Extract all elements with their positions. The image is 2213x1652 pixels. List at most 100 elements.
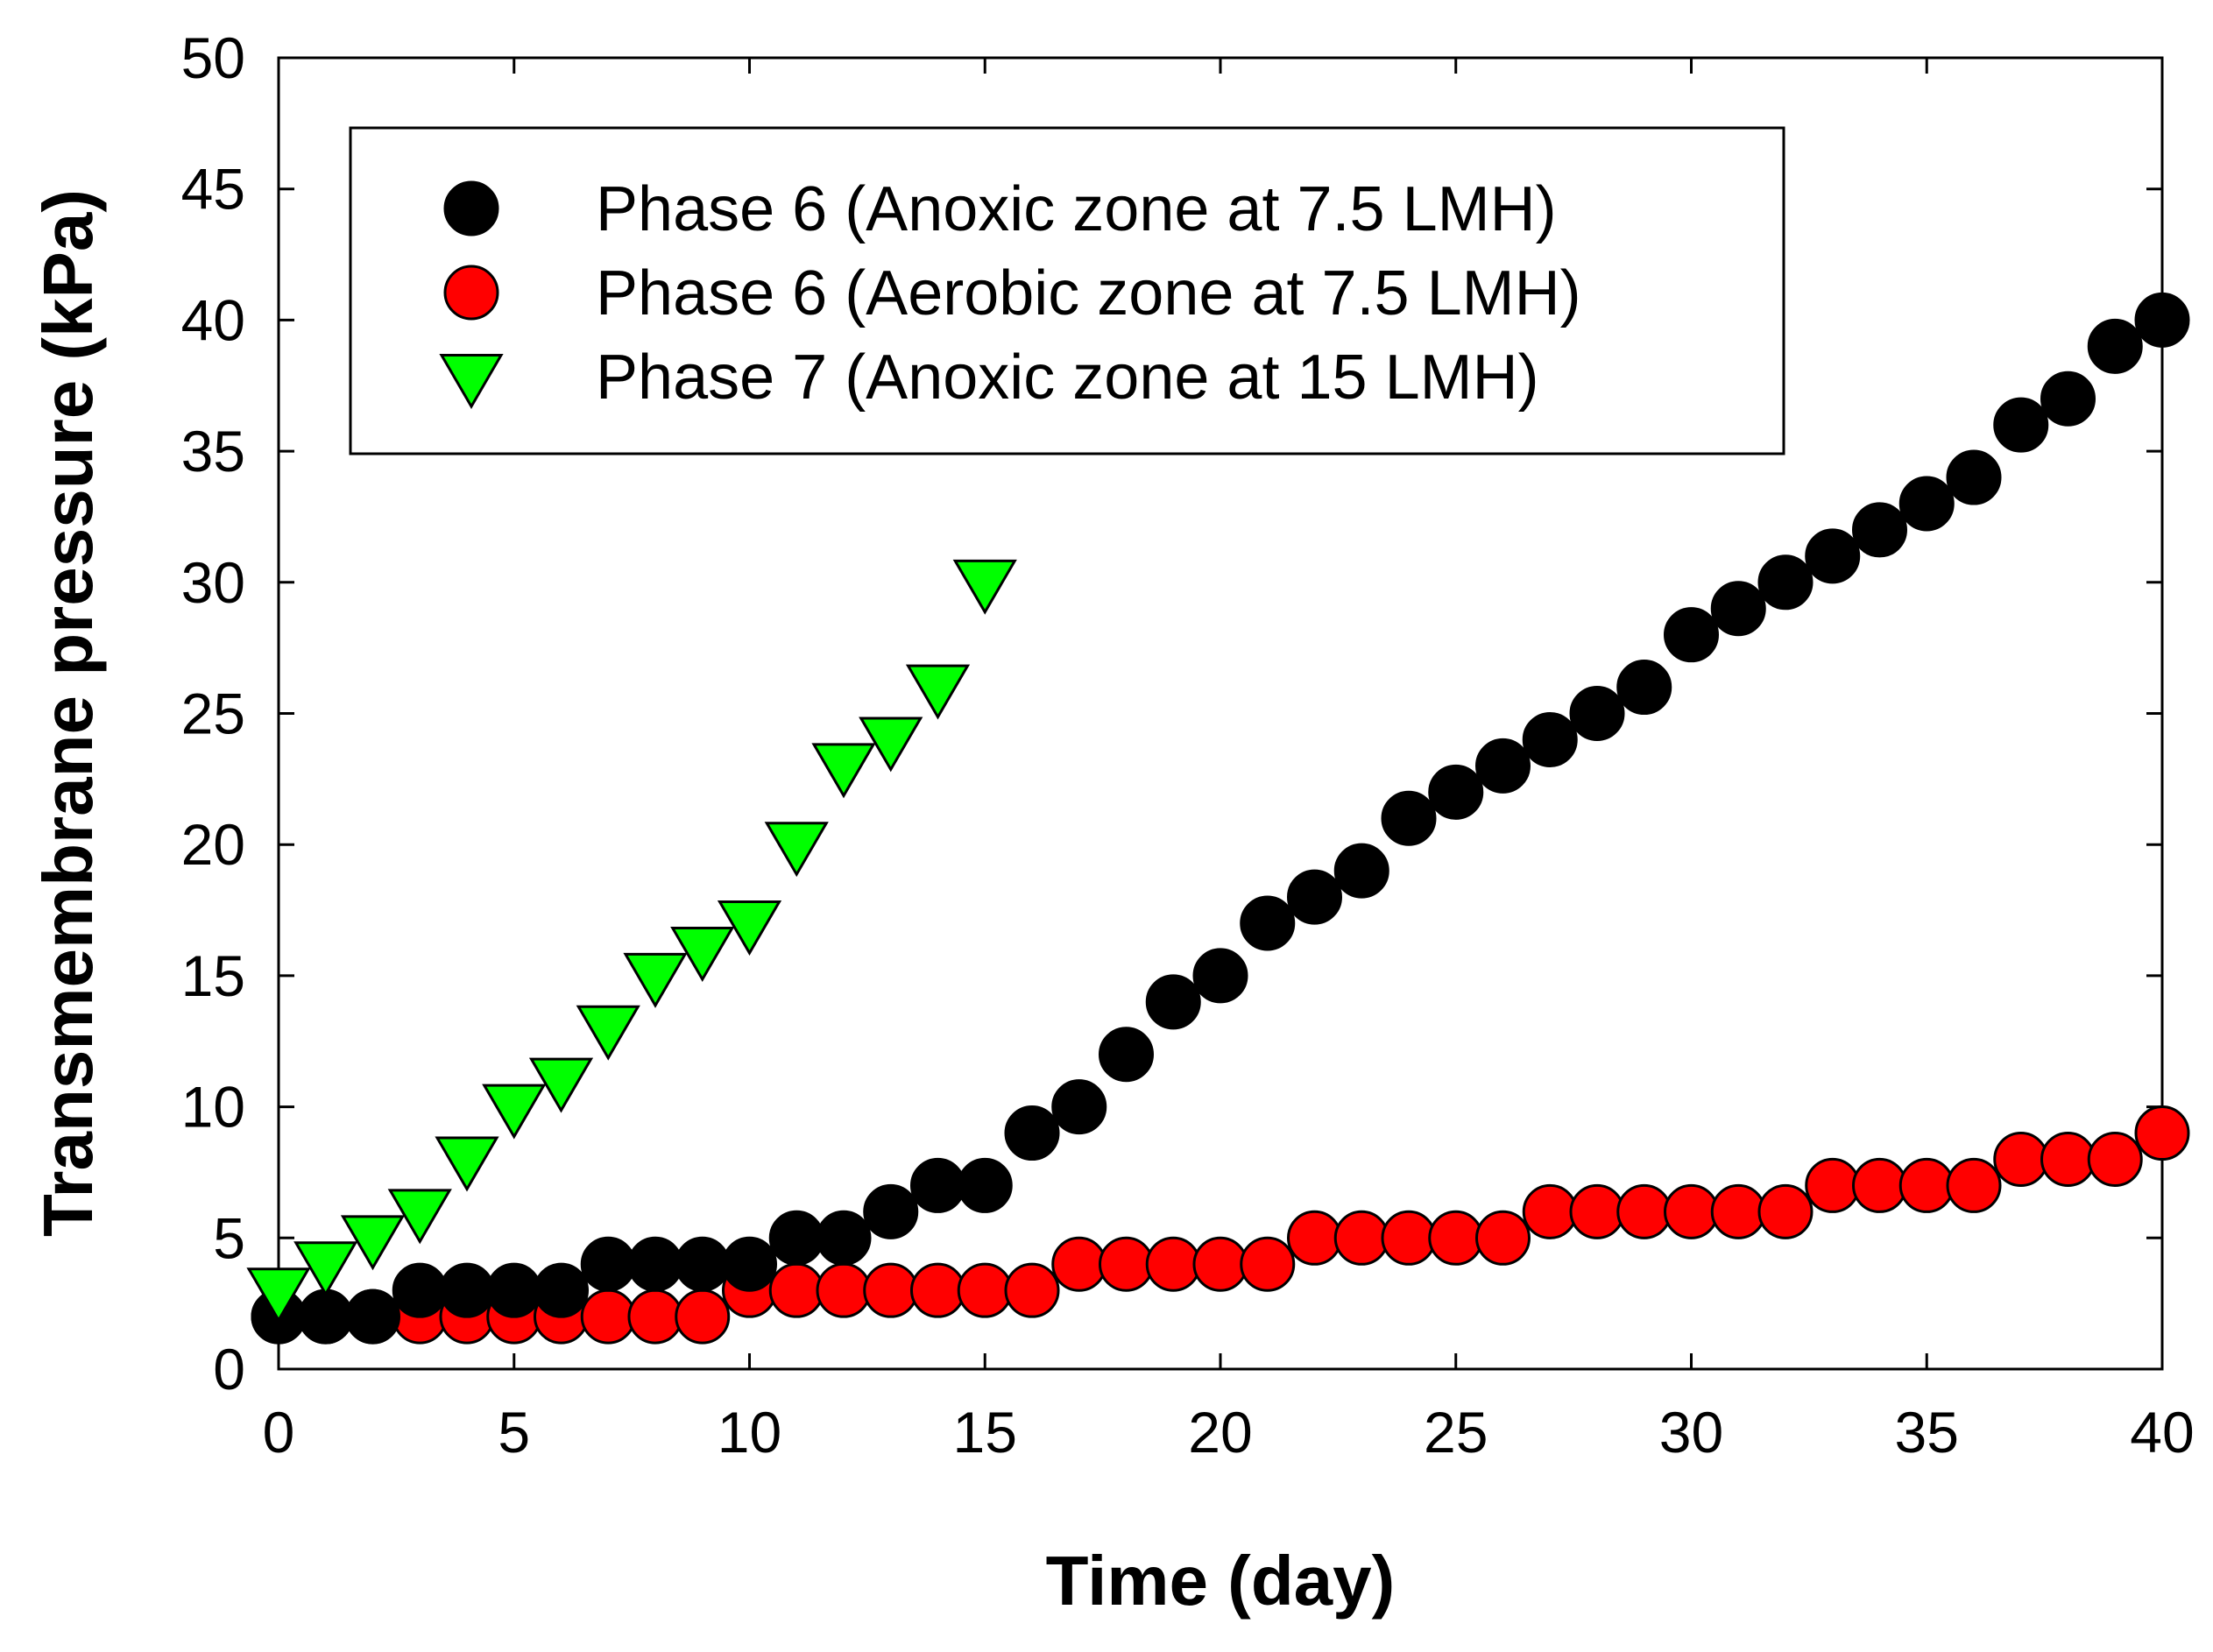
phase7-anoxic-point	[340, 1215, 406, 1271]
phase6-anoxic-point	[1946, 449, 2002, 505]
phase6-anoxic-point	[1333, 843, 1389, 899]
phase6-aerobic-point	[1428, 1210, 1484, 1266]
phase6-aerobic-point	[816, 1262, 872, 1318]
phase6-anoxic-point	[816, 1210, 872, 1266]
series-3	[246, 559, 1017, 1324]
y-axis-title: Transmembrane pressure (kPa)	[29, 189, 107, 1237]
phase6-aerobic-point	[1287, 1210, 1342, 1266]
phase7-anoxic-point	[482, 1084, 547, 1140]
y-tick-label: 5	[213, 1205, 245, 1270]
phase6-anoxic-point	[534, 1262, 589, 1318]
legend-item-phase6-anoxic: Phase 6 (Anoxic zone at 7.5 LMH)	[443, 174, 1557, 244]
x-tick-label: 15	[953, 1400, 1017, 1465]
phase6-anoxic-point	[1240, 895, 1296, 951]
phase7-anoxic-point	[670, 926, 735, 982]
phase6-aerobic-point	[1993, 1131, 2049, 1187]
phase6-aerobic-point	[1051, 1236, 1107, 1292]
phase6-aerobic-point	[957, 1262, 1013, 1318]
phase6-aerobic-point	[1664, 1183, 1719, 1239]
legend-label: Phase 6 (Aerobic zone at 7.5 LMH)	[596, 258, 1581, 328]
phase6-aerobic-point	[1616, 1183, 1672, 1239]
legend-marker	[443, 265, 499, 321]
phase6-anoxic-point	[486, 1262, 542, 1318]
phase7-anoxic-point	[528, 1057, 594, 1113]
phase6-anoxic-point	[1004, 1105, 1060, 1161]
phase6-anoxic-point	[722, 1236, 777, 1292]
phase6-anoxic-point	[580, 1236, 636, 1292]
legend-marker	[443, 180, 499, 237]
y-tick-label: 0	[213, 1337, 245, 1401]
legend-item-phase7-anoxic: Phase 7 (Anoxic zone at 15 LMH)	[439, 342, 1539, 413]
y-tick-label: 45	[181, 157, 245, 222]
phase6-aerobic-point	[768, 1262, 824, 1318]
phase7-anoxic-point	[905, 664, 971, 720]
phase6-anoxic-point	[1852, 502, 1907, 558]
phase6-anoxic-point	[1145, 974, 1201, 1030]
phase6-aerobic-point	[1522, 1183, 1578, 1239]
phase7-anoxic-point	[246, 1267, 311, 1324]
phase6-aerobic-point	[2134, 1105, 2190, 1161]
phase7-anoxic-point	[293, 1241, 358, 1297]
x-axis-title: Time (day)	[1046, 1542, 1396, 1620]
phase6-aerobic-point	[2087, 1131, 2143, 1187]
legend-label: Phase 7 (Anoxic zone at 15 LMH)	[596, 342, 1539, 413]
y-tick-label: 20	[181, 812, 245, 877]
phase6-anoxic-point	[1428, 764, 1484, 820]
phase6-aerobic-point	[1852, 1157, 1907, 1213]
phase6-anoxic-point	[1569, 686, 1625, 741]
phase6-aerobic-point	[1192, 1236, 1248, 1292]
legend: Phase 6 (Anoxic zone at 7.5 LMH) Phase 6 …	[349, 126, 1785, 455]
axis-ticks: 0 5 10 15 20 25 30 35 40 0 5 10 15 20 25 30 35 40 45 50	[181, 25, 2195, 1465]
phase6-aerobic-point	[1145, 1236, 1201, 1292]
legend-box	[349, 126, 1785, 455]
legend-label: Phase 6 (Anoxic zone at 7.5 LMH)	[596, 174, 1557, 244]
phase6-aerobic-point	[1004, 1262, 1060, 1318]
data-markers	[246, 292, 2190, 1345]
phase6-anoxic-point	[2134, 292, 2190, 348]
phase7-anoxic-point	[717, 900, 782, 957]
phase7-anoxic-point	[623, 952, 688, 1008]
y-tick-label: 35	[181, 419, 245, 484]
phase6-anoxic-point	[957, 1157, 1013, 1213]
phase6-anoxic-point	[627, 1236, 683, 1292]
phase6-anoxic-point	[2040, 371, 2096, 427]
x-tick-label: 25	[1424, 1400, 1488, 1465]
y-tick-label: 15	[181, 943, 245, 1008]
phase6-aerobic-point	[1569, 1183, 1625, 1239]
x-tick-label: 20	[1188, 1400, 1252, 1465]
legend-item-phase6-aerobic: Phase 6 (Aerobic zone at 7.5 LMH)	[443, 258, 1581, 328]
phase6-anoxic-point	[863, 1183, 919, 1239]
phase6-aerobic-point	[580, 1288, 636, 1345]
phase6-anoxic-point	[1192, 948, 1248, 1004]
y-tick-label: 50	[181, 25, 245, 90]
phase6-anoxic-point	[1381, 790, 1437, 846]
phase6-anoxic-point	[1757, 554, 1814, 611]
phase6-aerobic-point	[910, 1262, 965, 1318]
phase6-anoxic-point	[1287, 869, 1342, 925]
phase6-anoxic-point	[1805, 528, 1861, 584]
phase7-anoxic-point	[859, 717, 923, 773]
phase6-aerobic-point	[1240, 1236, 1296, 1292]
phase6-anoxic-point	[1051, 1079, 1107, 1135]
phase6-anoxic-point	[439, 1262, 495, 1318]
phase6-aerobic-point	[1099, 1236, 1154, 1292]
phase6-aerobic-point	[1475, 1210, 1531, 1266]
phase6-anoxic-point	[1475, 738, 1531, 794]
phase7-anoxic-point	[811, 743, 876, 799]
phase6-anoxic-point	[1616, 660, 1672, 716]
phase6-aerobic-point	[627, 1288, 683, 1345]
phase7-anoxic-point	[387, 1189, 452, 1245]
phase6-anoxic-point	[768, 1210, 824, 1266]
x-tick-label: 5	[498, 1400, 530, 1465]
phase6-anoxic-point	[392, 1262, 448, 1318]
legend-marker	[439, 354, 504, 409]
phase6-aerobic-point	[1805, 1157, 1861, 1213]
x-tick-label: 10	[718, 1400, 781, 1465]
phase6-aerobic-point	[675, 1288, 731, 1345]
phase6-aerobic-point	[1757, 1183, 1814, 1239]
phase6-aerobic-point	[1333, 1210, 1389, 1266]
y-tick-label: 25	[181, 681, 245, 746]
x-tick-label: 30	[1659, 1400, 1723, 1465]
x-tick-label: 0	[263, 1400, 295, 1465]
